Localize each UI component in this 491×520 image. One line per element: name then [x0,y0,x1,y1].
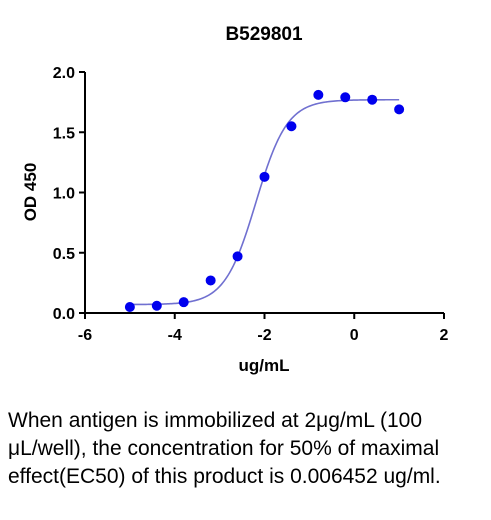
x-tick-label: 2 [440,327,449,344]
x-tick-label: -2 [257,327,271,344]
data-point [286,121,297,132]
y-tick-label: 1.5 [53,125,75,142]
caption-text: When antigen is immobilized at 2μg/mL (1… [8,409,441,488]
x-axis-title: ug/mL [239,356,290,375]
x-tick-label: -6 [78,327,92,344]
x-ticks: -6 -4 -2 0 2 [78,313,449,344]
chart-title: B529801 [225,24,303,45]
fit-curve [129,98,400,306]
data-point [340,92,351,103]
x-tick-label: 0 [350,327,359,344]
y-axis-title: OD 450 [21,163,40,222]
y-tick-label: 2.0 [53,65,75,82]
data-point [124,301,135,312]
dose-response-chart: B529801 OD 450 ug/mL -6 -4 -2 0 2 0.0 0.5 1.0 1… [21,24,449,375]
y-tick-label: 0.0 [53,306,75,323]
data-point [394,104,405,115]
y-tick-label: 0.5 [53,246,75,263]
data-point [367,94,378,105]
data-points [124,89,405,312]
data-point [205,275,216,286]
data-point [151,300,162,311]
data-point [313,89,324,100]
y-ticks: 0.0 0.5 1.0 1.5 2.0 [53,65,85,323]
x-tick-label: -4 [168,327,182,344]
data-point [232,251,243,262]
y-tick-label: 1.0 [53,186,75,203]
data-point [259,171,270,182]
data-point [178,297,189,308]
